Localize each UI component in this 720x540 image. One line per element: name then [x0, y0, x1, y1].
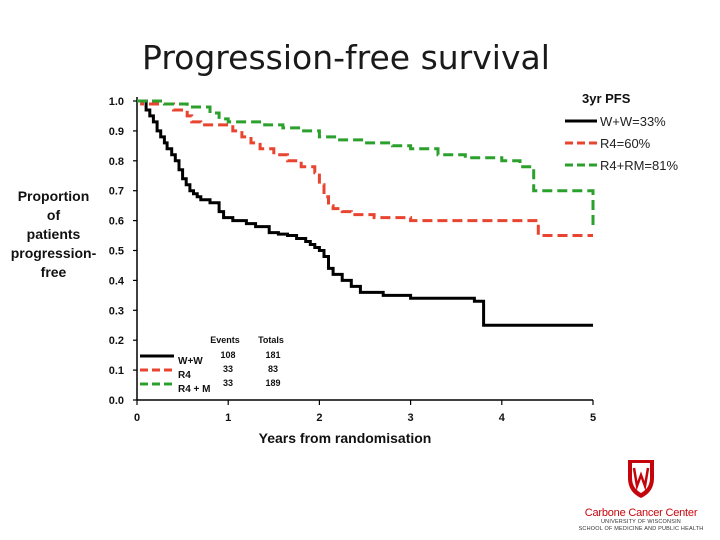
- y-axis-label-line: of: [46, 207, 61, 223]
- table-totals-value: 181: [265, 350, 280, 360]
- y-tick-label: 0.5: [109, 246, 124, 258]
- y-tick-label: 0.8: [109, 156, 124, 168]
- table-totals-value: 189: [265, 378, 280, 388]
- pfs-legend-title: 3yr PFS: [582, 91, 631, 106]
- pfs-legend-label: R4=60%: [600, 136, 651, 151]
- y-tick-label: 0.1: [109, 365, 124, 377]
- logo-sub-2: SCHOOL OF MEDICINE AND PUBLIC HEALTH: [578, 526, 704, 532]
- y-tick-label: 0.6: [109, 216, 124, 228]
- carbone-logo: Carbone Cancer Center UNIVERSITY OF WISC…: [566, 458, 716, 538]
- y-tick-label: 0.3: [109, 305, 124, 317]
- table-header-totals: Totals: [258, 335, 284, 345]
- crest-icon: [628, 460, 654, 498]
- y-axis-label: Proportion of patients progression- free: [6, 187, 101, 282]
- y-tick-label: 0.2: [109, 335, 124, 347]
- x-axis-title: Years from randomisation: [259, 430, 432, 446]
- pfs-legend-label: R4+RM=81%: [600, 158, 678, 173]
- table-events-value: 33: [223, 364, 233, 374]
- logo-name: Carbone Cancer Center: [584, 507, 698, 519]
- table-series-name: W+W: [178, 356, 203, 367]
- table-totals-value: 83: [268, 364, 278, 374]
- pfs-legend-label: W+W=33%: [600, 114, 666, 129]
- x-tick-label: 1: [225, 412, 231, 424]
- table-series-name: R4: [178, 370, 191, 381]
- y-axis-label-line: patients: [26, 226, 81, 242]
- table-events-value: 108: [220, 350, 235, 360]
- y-tick-label: 1.0: [109, 96, 124, 108]
- y-axis-label-line: Proportion: [17, 188, 90, 204]
- logo-sub-1: UNIVERSITY OF WISCONSIN: [601, 519, 681, 525]
- series-line-r4: [137, 99, 593, 237]
- table-series-name: R4 + M: [178, 384, 211, 395]
- x-tick-label: 3: [408, 412, 414, 424]
- x-tick-label: 2: [316, 412, 322, 424]
- y-tick-label: 0.7: [109, 186, 124, 198]
- table-header-events: Events: [210, 335, 240, 345]
- series-line-r4rm: [137, 99, 595, 230]
- x-tick-label: 4: [499, 412, 506, 424]
- series-line-ww: [137, 99, 593, 327]
- x-tick-label: 5: [590, 412, 596, 424]
- table-events-value: 33: [223, 378, 233, 388]
- slide-title: Progression-free survival: [142, 38, 550, 77]
- y-tick-label: 0.0: [109, 395, 124, 407]
- x-tick-label: 0: [134, 412, 140, 424]
- y-axis-label-line: progression-: [10, 245, 97, 261]
- y-tick-label: 0.9: [109, 126, 124, 138]
- y-axis-label-line: free: [40, 264, 67, 280]
- y-tick-label: 0.4: [109, 275, 125, 287]
